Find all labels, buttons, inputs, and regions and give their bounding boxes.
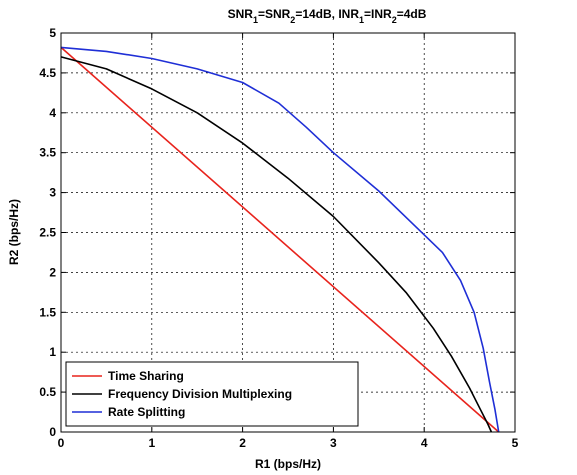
- title-part: =4dB: [397, 7, 427, 21]
- x-axis-label: R1 (bps/Hz): [255, 457, 321, 471]
- y-tick-label: 0: [49, 425, 56, 439]
- series-line-time-sharing: [60, 46, 500, 433]
- grid: [61, 33, 515, 432]
- y-tick-label: 4: [49, 106, 56, 120]
- y-tick-label: 0.5: [39, 385, 56, 399]
- chart-title: SNR1=SNR2=14dB, INR1=INR2=4dB: [228, 7, 427, 25]
- title-part: =INR: [364, 7, 392, 21]
- legend-box: [65, 361, 359, 427]
- y-tick-label: 2: [49, 265, 56, 279]
- x-tick-label: 1: [148, 436, 155, 450]
- y-tick-label: 2.5: [39, 226, 56, 240]
- x-axis-ticks: 0 1 2 3 4 5: [58, 33, 519, 450]
- x-tick-label: 3: [330, 436, 337, 450]
- title-part: 1: [253, 15, 258, 25]
- title-part: 1: [359, 15, 364, 25]
- x-tick-label: 2: [239, 436, 246, 450]
- title-part: 2: [290, 15, 295, 25]
- series-line-rate-splitting: [60, 46, 500, 433]
- y-tick-label: 1.5: [39, 305, 56, 319]
- series-group: [60, 46, 500, 433]
- y-tick-label: 3.5: [39, 146, 56, 160]
- x-tick-label: 0: [58, 436, 65, 450]
- legend-label: Time Sharing: [108, 369, 184, 383]
- x-tick-label: 5: [512, 436, 519, 450]
- y-tick-label: 5: [49, 26, 56, 40]
- y-tick-label: 4.5: [39, 66, 56, 80]
- title-part: 2: [392, 15, 397, 25]
- y-axis-ticks: 0 0.5 1 1.5 2 2.5 3 3.5 4 4.5 5: [39, 26, 515, 439]
- title-part: =14dB, INR: [295, 7, 359, 21]
- x-tick-label: 4: [421, 436, 428, 450]
- legend-label: Frequency Division Multiplexing: [108, 387, 292, 401]
- y-tick-label: 3: [49, 186, 56, 200]
- legend-label: Rate Splitting: [108, 405, 185, 419]
- legend: Time Sharing Frequency Division Multiplex…: [65, 361, 359, 427]
- title-part: SNR: [228, 7, 254, 21]
- y-tick-label: 1: [49, 345, 56, 359]
- y-axis-label: R2 (bps/Hz): [7, 199, 21, 265]
- title-part: =SNR: [258, 7, 291, 21]
- series-line-frequency-division-multiplexing: [60, 56, 493, 433]
